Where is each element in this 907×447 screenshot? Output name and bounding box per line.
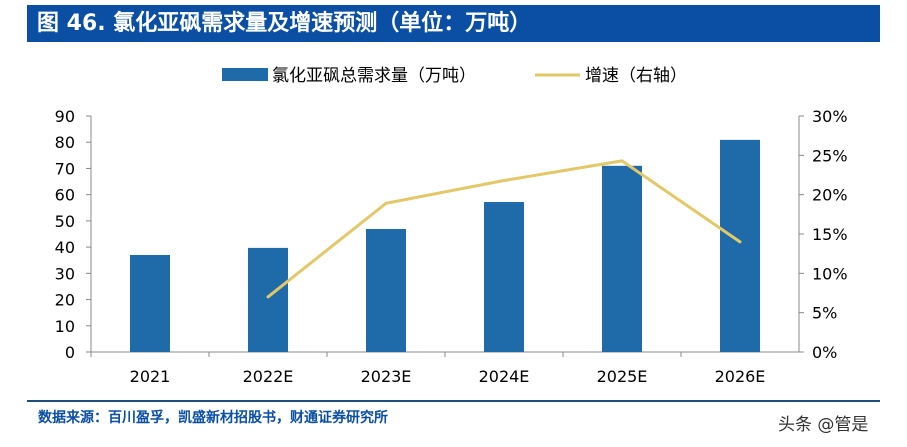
- left-tick-label: 70: [55, 159, 75, 178]
- right-tick-label: 0%: [812, 343, 837, 362]
- right-tick-label: 15%: [812, 225, 848, 244]
- left-tick-label: 90: [55, 107, 75, 126]
- left-tick-label: 80: [55, 133, 75, 152]
- right-tick-label: 5%: [812, 304, 837, 323]
- left-tick-label: 20: [55, 291, 75, 310]
- legend-bar-label: 氯化亚砜总需求量（万吨）: [272, 66, 476, 86]
- right-tick-label: 10%: [812, 264, 848, 283]
- divider: [27, 400, 880, 402]
- x-tick-label: 2023E: [361, 367, 412, 386]
- legend-bar-swatch: [222, 68, 268, 81]
- growth-point-2024E: [502, 179, 506, 183]
- growth-point-2026E: [738, 240, 742, 244]
- growth-point-2023E: [384, 201, 388, 205]
- bar-2021: [130, 254, 170, 352]
- right-tick-label: 25%: [812, 146, 848, 165]
- left-tick-label: 10: [55, 317, 75, 336]
- growth-point-2022E: [266, 295, 270, 299]
- x-tick-label: 2025E: [597, 367, 648, 386]
- x-tick-label: 2021: [130, 367, 171, 386]
- watermark: 头条 @管是: [778, 415, 869, 435]
- bar-2022E: [248, 247, 288, 352]
- source-note: 数据来源：百川盈孚，凯盛新材招股书，财通证券研究所: [38, 410, 388, 426]
- growth-point-2025E: [620, 159, 624, 163]
- left-tick-label: 30: [55, 264, 75, 283]
- left-tick-label: 0: [65, 343, 75, 362]
- x-tick-label: 2022E: [243, 367, 294, 386]
- bar-2023E: [366, 229, 406, 352]
- left-tick-label: 40: [55, 238, 75, 257]
- x-tick-label: 2026E: [715, 367, 766, 386]
- legend-line-label: 增速（右轴）: [585, 66, 687, 86]
- bar-2026E: [720, 139, 760, 352]
- right-tick-label: 30%: [812, 107, 848, 126]
- bar-2025E: [602, 165, 642, 352]
- right-tick-label: 20%: [812, 186, 848, 205]
- left-tick-label: 60: [55, 186, 75, 205]
- x-tick-label: 2024E: [479, 367, 530, 386]
- chart-title: 图 46. 氯化亚砜需求量及增速预测（单位：万吨）: [27, 5, 880, 42]
- bar-2024E: [484, 202, 524, 352]
- left-tick-label: 50: [55, 212, 75, 231]
